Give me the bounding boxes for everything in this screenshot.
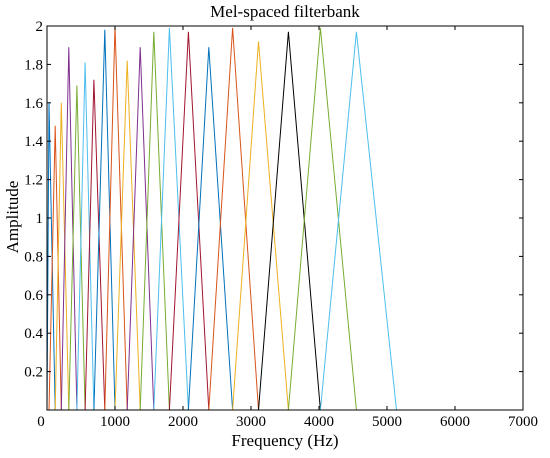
filter-6-line	[76, 62, 95, 411]
plot-frame	[46, 25, 524, 411]
filter-5-line	[68, 85, 86, 411]
filter-8-line	[93, 29, 116, 411]
filter-16-line	[208, 27, 259, 411]
x-tick-label: 3000	[236, 414, 266, 430]
y-tick-label: 1.4	[24, 134, 43, 150]
tick-layer: 0 1000 2000 3000 4000 5000 6000 7000 0.2 0.4 0.6 0.…	[24, 19, 538, 430]
y-tick-label: 1.6	[24, 96, 43, 112]
y-tick-label: 0.4	[24, 326, 43, 342]
filter-14-line	[168, 31, 210, 411]
y-tick-label: 1.8	[24, 57, 43, 73]
filter-12-line	[139, 31, 170, 411]
filter-3-line	[54, 102, 70, 411]
x-tick-label: 7000	[508, 414, 538, 430]
y-tick-label: 0.2	[24, 365, 43, 381]
filter-10-line	[114, 60, 141, 411]
y-tick-label: 1	[36, 211, 44, 227]
x-tick-label: 2000	[168, 414, 198, 430]
y-tick-label: 2	[36, 19, 44, 35]
x-tick-label: 1000	[100, 414, 130, 430]
filter-19-line	[287, 27, 357, 411]
y-tick-label: 0.8	[24, 249, 43, 265]
filter-13-line	[153, 27, 189, 411]
filter-15-line	[187, 47, 234, 411]
series-layer	[46, 25, 397, 411]
filter-9-line	[104, 25, 128, 411]
chart-title: Mel-spaced filterbank	[210, 2, 360, 21]
filter-20-line	[319, 31, 397, 411]
filter-4-line	[60, 47, 78, 411]
x-tick-label: 5000	[372, 414, 402, 430]
filter-7-line	[84, 79, 106, 411]
y-axis-label: Amplitude	[3, 181, 22, 254]
y-tick-label: 0.6	[24, 288, 43, 304]
x-tick-label: 0	[37, 414, 45, 430]
filter-17-line	[232, 41, 289, 411]
x-tick-label: 6000	[440, 414, 470, 430]
filter-11-line	[126, 47, 155, 411]
filter-2-line	[48, 125, 62, 411]
x-tick-label: 4000	[304, 414, 334, 430]
y-tick-label: 1.2	[24, 173, 43, 189]
x-axis-label: Frequency (Hz)	[231, 431, 338, 450]
filter-18-line	[258, 31, 321, 411]
